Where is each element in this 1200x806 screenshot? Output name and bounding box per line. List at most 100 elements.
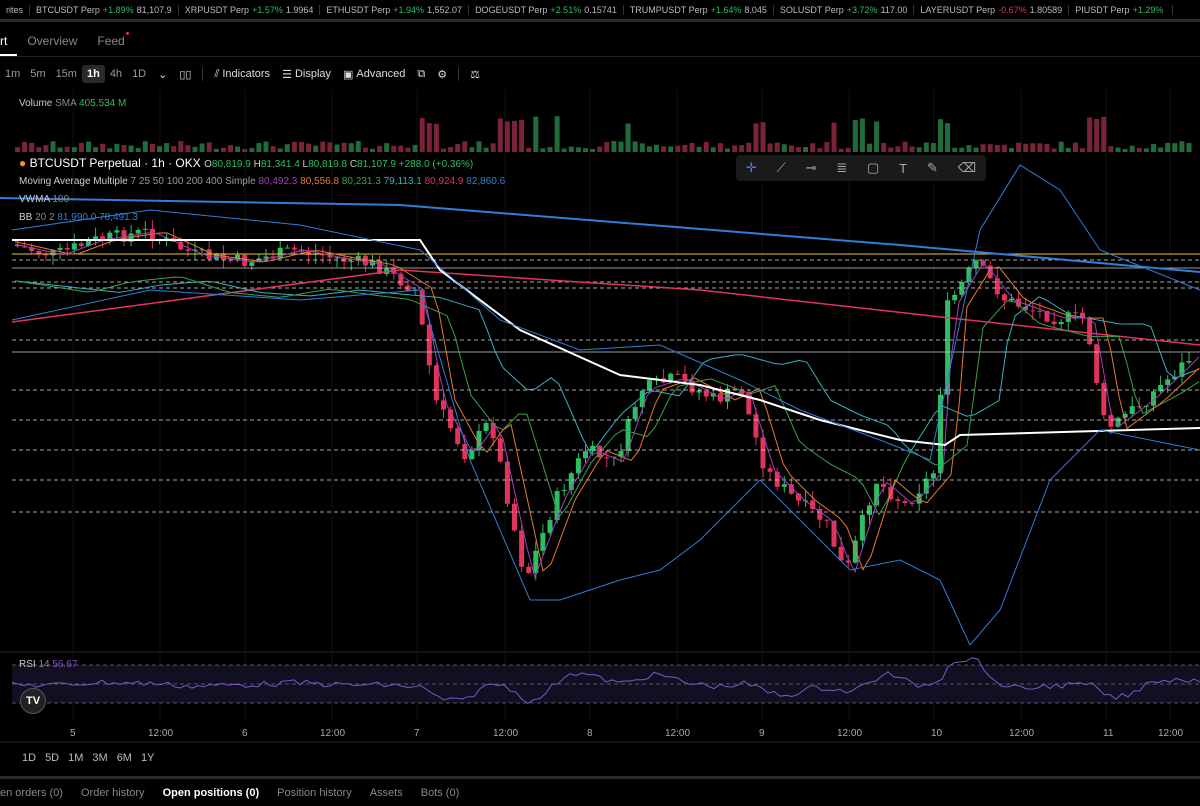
volume-bar: [448, 147, 454, 152]
horizontal-ray-icon[interactable]: ⊸: [805, 160, 817, 175]
candle: [433, 365, 439, 401]
timeframe-dropdown-icon[interactable]: ⌄: [158, 68, 168, 81]
tab-feed[interactable]: Feed: [87, 31, 134, 48]
display-button[interactable]: ☰ Display: [282, 68, 332, 81]
bottom-tab[interactable]: Order history: [80, 786, 145, 799]
volume-bar: [554, 116, 560, 152]
fib-icon[interactable]: ≣: [836, 160, 848, 175]
ticker-item[interactable]: ETHUSDT Perp +1.94% 1,552.07: [320, 4, 470, 15]
volume-bar: [284, 144, 290, 152]
timeframe-1D[interactable]: 1D: [132, 68, 147, 80]
crosshair-icon[interactable]: ✛: [745, 160, 757, 175]
candle: [426, 324, 432, 366]
volume-bar: [1186, 142, 1192, 152]
candle: [135, 229, 141, 234]
range-1Y[interactable]: 1Y: [140, 752, 155, 764]
timeframe-4h[interactable]: 4h: [109, 68, 123, 80]
x-axis-label: 12:00: [320, 728, 346, 739]
timeframe-1m[interactable]: 1m: [5, 68, 21, 80]
volume-bar: [341, 142, 347, 152]
volume-bar: [504, 121, 510, 152]
volume-bar: [803, 147, 809, 152]
brush-icon[interactable]: ✎: [926, 160, 938, 175]
eraser-icon[interactable]: ⌫: [957, 160, 977, 175]
range-5D[interactable]: 5D: [45, 752, 60, 764]
candle: [831, 520, 837, 547]
range-3M[interactable]: 3M: [92, 752, 108, 764]
ma-legend: Moving Average Multiple 7 25 50 100 200 …: [19, 176, 506, 187]
ticker-item[interactable]: XRPUSDT Perp +1.57% 1.9964: [179, 4, 321, 15]
volume-bar: [796, 147, 801, 152]
candle: [767, 468, 773, 472]
x-axis-label: 9: [759, 728, 765, 739]
range-6M[interactable]: 6M: [116, 752, 132, 764]
candle: [1001, 294, 1007, 301]
candle: [817, 508, 823, 520]
volume-bar: [1001, 144, 1007, 152]
timeframe-15m[interactable]: 15m: [55, 68, 77, 80]
ticker-item[interactable]: LAYERUSDT Perp -0.67% 1.80589: [914, 4, 1070, 15]
text-icon[interactable]: T: [899, 160, 908, 176]
ma-value: 80,492.3: [258, 176, 298, 187]
candle: [810, 500, 816, 509]
volume-bar: [952, 147, 958, 152]
candle: [512, 503, 517, 531]
snapshot-icon[interactable]: ⧉: [417, 67, 426, 80]
indicators-button[interactable]: ⫽ Indicators: [214, 67, 271, 81]
advanced-button[interactable]: ▣ Advanced: [343, 68, 406, 81]
ticker-item[interactable]: SOLUSDT Perp +3.72% 117.00: [774, 4, 915, 15]
volume-bar: [923, 142, 929, 152]
volume-bar: [22, 141, 28, 152]
candle: [107, 232, 113, 241]
rectangle-icon[interactable]: ▢: [867, 160, 880, 175]
range-1D[interactable]: 1D: [22, 752, 37, 764]
candle: [973, 260, 979, 268]
volume-bar: [1044, 143, 1050, 152]
candle-type-icon[interactable]: ▯▯: [179, 68, 192, 81]
candle: [36, 250, 42, 254]
tab-chart[interactable]: rt: [0, 34, 18, 56]
candle: [959, 281, 965, 295]
candle: [1122, 413, 1128, 418]
candle: [441, 400, 446, 410]
tradingview-logo[interactable]: TV: [20, 688, 46, 714]
tab-overview[interactable]: Overview: [27, 33, 78, 48]
volume-bar: [597, 146, 603, 152]
candle: [682, 373, 688, 381]
ticker-item[interactable]: BTCUSDT Perp +1.89% 81,107.9: [30, 4, 179, 15]
timeframe-5m[interactable]: 5m: [30, 68, 46, 80]
ticker-item[interactable]: TRUMPUSDT Perp +1.64% 8.045: [624, 4, 774, 15]
volume-bar: [611, 141, 617, 152]
range-1M[interactable]: 1M: [68, 752, 84, 764]
volume-bar: [938, 119, 943, 152]
scale-icon[interactable]: ⚖: [470, 68, 480, 81]
ticker-item[interactable]: DOGEUSDT Perp +2.51% 0.15741: [469, 4, 624, 15]
x-axis-label: 10: [931, 728, 943, 739]
bb-legend: BB 20 2 81,990.0 78,491.3: [19, 212, 139, 223]
gear-icon[interactable]: ⚙: [437, 68, 448, 81]
timeframe-1h[interactable]: 1h: [81, 65, 105, 83]
bottom-tab[interactable]: Open positions (0): [162, 786, 260, 799]
volume-bar: [675, 145, 681, 152]
bottom-tab[interactable]: Position history: [277, 786, 352, 799]
volume-bar: [469, 147, 475, 152]
candle: [114, 230, 120, 233]
volume-bar: [327, 142, 333, 152]
candle: [483, 423, 489, 431]
candle: [547, 520, 553, 533]
trendline-icon[interactable]: ⟋: [776, 160, 786, 175]
bottom-tab[interactable]: Bots (0): [420, 786, 460, 799]
bottom-tab[interactable]: en orders (0): [0, 786, 63, 799]
ma400-line: [0, 197, 1200, 273]
volume-bar: [512, 120, 517, 152]
x-axis-label: 12:00: [1009, 728, 1035, 739]
candle: [1051, 321, 1057, 325]
candle: [199, 249, 205, 251]
candle: [618, 451, 624, 457]
bottom-tab[interactable]: Assets: [369, 786, 403, 799]
ticker-item[interactable]: PIUSDT Perp +1.29%: [1069, 4, 1174, 15]
candle: [327, 255, 333, 258]
x-axis-label: 12:00: [148, 728, 174, 739]
symbol-legend: ● BTCUSDT Perpetual · 1h · OKX O80,819.9…: [19, 156, 474, 170]
